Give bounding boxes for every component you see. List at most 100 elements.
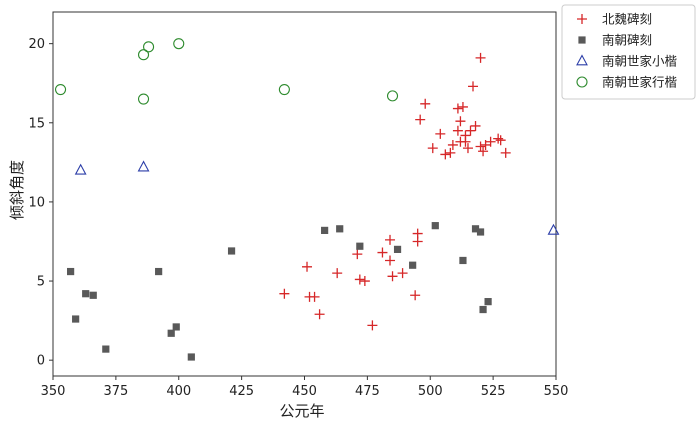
data-point bbox=[485, 136, 496, 147]
data-point bbox=[354, 274, 365, 285]
data-point bbox=[387, 271, 398, 282]
y-tick-label: 5 bbox=[37, 275, 45, 290]
legend-label: 北魏碑刻 bbox=[602, 12, 652, 27]
data-point bbox=[500, 147, 511, 158]
data-point bbox=[440, 149, 451, 160]
x-axis-ticks: 350 375 400 425 450 475 500 525 550 bbox=[41, 376, 569, 399]
data-point bbox=[367, 320, 378, 331]
data-point bbox=[167, 329, 175, 337]
data-point bbox=[82, 290, 90, 298]
x-tick-label: 375 bbox=[103, 384, 128, 399]
data-point bbox=[475, 52, 486, 63]
data-point bbox=[385, 255, 396, 266]
data-point bbox=[415, 114, 426, 125]
data-point bbox=[475, 141, 486, 152]
legend-label: 南朝世家小楷 bbox=[602, 54, 677, 69]
data-point bbox=[54, 83, 67, 96]
legend-label: 南朝碑刻 bbox=[602, 33, 652, 48]
data-point bbox=[279, 288, 290, 299]
data-point bbox=[459, 256, 467, 265]
legend-marker bbox=[576, 76, 588, 88]
data-point bbox=[462, 143, 473, 154]
data-point bbox=[377, 247, 388, 258]
data-point bbox=[172, 323, 180, 331]
data-point bbox=[89, 291, 97, 299]
legend-marker bbox=[577, 14, 587, 24]
data-point bbox=[393, 245, 402, 253]
y-tick-label: 15 bbox=[28, 116, 45, 131]
x-tick-label: 350 bbox=[41, 384, 66, 399]
data-point bbox=[155, 267, 163, 276]
data-point bbox=[480, 139, 491, 150]
data-point bbox=[460, 136, 471, 147]
legend-marker bbox=[578, 36, 586, 44]
data-point bbox=[420, 98, 431, 109]
data-point bbox=[102, 345, 110, 353]
data-point bbox=[479, 305, 487, 314]
data-point bbox=[278, 83, 290, 96]
data-point bbox=[352, 249, 363, 260]
data-point bbox=[484, 298, 492, 306]
x-tick-label: 550 bbox=[544, 384, 569, 399]
data-point bbox=[302, 261, 313, 272]
data-point bbox=[468, 81, 479, 92]
plot-frame bbox=[52, 11, 557, 377]
legend-label: 南朝世家行楷 bbox=[602, 75, 677, 90]
data-point bbox=[452, 103, 463, 114]
data-point bbox=[457, 101, 468, 112]
data-point bbox=[447, 139, 458, 150]
data-point bbox=[397, 268, 408, 279]
x-tick-label: 500 bbox=[418, 384, 443, 399]
data-point bbox=[137, 49, 150, 61]
data-point bbox=[386, 90, 399, 102]
data-point bbox=[173, 38, 185, 50]
data-point bbox=[143, 41, 155, 53]
data-point bbox=[72, 315, 80, 323]
data-point bbox=[409, 261, 417, 269]
y-tick-label: 0 bbox=[37, 354, 45, 369]
data-point bbox=[547, 223, 560, 235]
data-point bbox=[493, 133, 504, 144]
data-point bbox=[336, 225, 344, 233]
data-point bbox=[332, 268, 343, 279]
x-tick-label: 425 bbox=[229, 384, 254, 399]
data-point bbox=[470, 120, 481, 131]
y-axis-label: 倾斜角度 bbox=[8, 160, 26, 220]
data-point bbox=[435, 128, 446, 139]
data-points bbox=[54, 38, 560, 361]
data-point bbox=[314, 309, 325, 320]
plot-area bbox=[52, 11, 557, 377]
data-point bbox=[471, 225, 480, 233]
x-tick-label: 525 bbox=[481, 384, 506, 399]
data-point bbox=[431, 222, 439, 230]
x-tick-label: 400 bbox=[166, 384, 191, 399]
data-point bbox=[427, 143, 438, 154]
y-tick-label: 20 bbox=[28, 37, 45, 52]
data-point bbox=[67, 267, 75, 276]
data-point bbox=[137, 93, 150, 105]
x-axis-label: 公元年 bbox=[279, 402, 324, 420]
data-point bbox=[455, 116, 466, 127]
data-point bbox=[412, 236, 423, 247]
data-point bbox=[227, 247, 236, 255]
data-point bbox=[356, 242, 364, 250]
data-point bbox=[187, 353, 195, 361]
data-point bbox=[410, 290, 421, 301]
data-point bbox=[476, 228, 485, 236]
data-point bbox=[465, 125, 476, 136]
data-point bbox=[321, 226, 329, 234]
data-point bbox=[359, 276, 370, 287]
legend-box bbox=[561, 4, 696, 100]
data-point bbox=[495, 135, 506, 146]
data-point bbox=[445, 147, 456, 158]
data-point bbox=[452, 125, 463, 136]
legend-marker bbox=[576, 54, 588, 66]
data-point bbox=[74, 163, 87, 175]
y-axis-ticks: 0 5 10 15 20 bbox=[28, 37, 53, 369]
data-point bbox=[309, 291, 320, 302]
y-tick-label: 10 bbox=[28, 195, 45, 210]
data-point bbox=[385, 234, 396, 245]
x-tick-label: 450 bbox=[292, 384, 317, 399]
